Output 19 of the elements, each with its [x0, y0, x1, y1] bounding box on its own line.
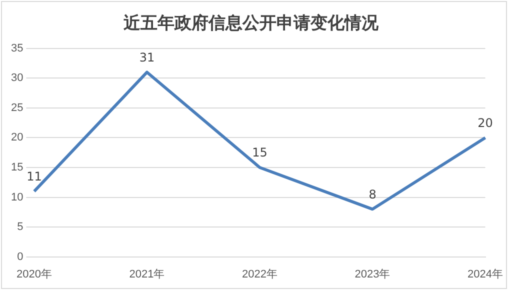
x-tick-label: 2023年	[354, 268, 390, 280]
data-label: 8	[368, 187, 376, 202]
data-label: 20	[478, 116, 493, 130]
x-tick-label: 2020年	[16, 268, 52, 280]
y-tick-label: 35	[10, 42, 24, 54]
data-label: 15	[252, 146, 268, 160]
y-tick-label: 0	[17, 250, 24, 263]
y-tick-label: 10	[10, 191, 24, 204]
y-tick-label: 20	[10, 132, 24, 144]
y-tick-label: 5	[17, 221, 24, 234]
x-tick-label: 2021年	[129, 268, 165, 280]
y-tick-label: 30	[10, 72, 24, 84]
x-tick-label: 2022年	[242, 268, 278, 280]
x-tick-label: 2024年	[468, 268, 504, 280]
data-label: 31	[139, 50, 155, 64]
y-tick-label: 25	[10, 102, 24, 114]
data-label: 11	[26, 169, 42, 184]
chart-title: 近五年政府信息公开申请变化情况	[122, 14, 380, 34]
y-tick-label: 15	[10, 162, 24, 174]
